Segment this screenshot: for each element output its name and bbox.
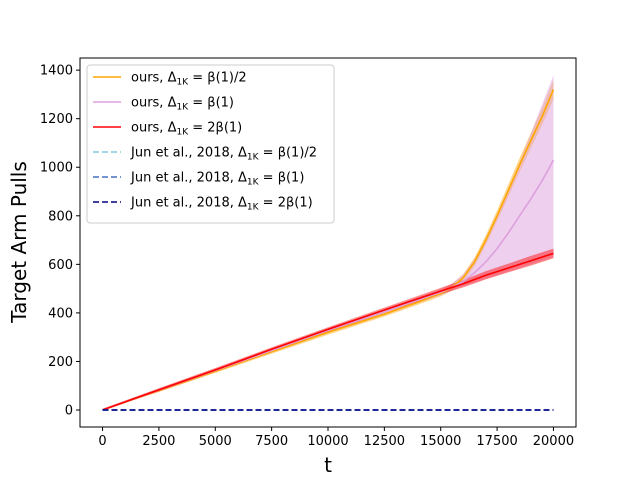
x-tick-label: 0 xyxy=(98,434,106,449)
y-tick-label: 400 xyxy=(48,306,73,321)
y-tick-label: 800 xyxy=(48,209,73,224)
series-lines xyxy=(102,89,555,411)
series-2-line xyxy=(102,252,554,411)
x-tick-label: 7500 xyxy=(255,434,288,449)
legend-label-0: ours, Δ1K = β(1)/2 xyxy=(131,71,247,88)
y-tick-label: 1400 xyxy=(40,64,73,79)
series-0-line xyxy=(102,89,555,411)
x-axis-label: t xyxy=(324,453,332,477)
y-tick-label: 1200 xyxy=(40,112,73,127)
y-tick-label: 0 xyxy=(65,404,73,419)
x-tick-label: 15000 xyxy=(420,434,461,449)
legend: ours, Δ1K = β(1)/2 ours, Δ1K = β(1) ours, … xyxy=(86,64,335,224)
y-axis-label: Target Arm Pulls xyxy=(7,161,31,324)
y-tick-label: 200 xyxy=(48,355,73,370)
y-tick-label: 600 xyxy=(48,258,73,273)
x-tick-label: 12500 xyxy=(364,434,405,449)
x-tick-label: 2500 xyxy=(142,434,175,449)
x-tick-label: 5000 xyxy=(199,434,232,449)
legend-label-2: ours, Δ1K = 2β(1) xyxy=(131,121,242,138)
y-axis-ticks: 0 200 400 600 800 1000 1200 1400 xyxy=(40,64,80,419)
x-tick-label: 20000 xyxy=(533,434,574,449)
legend-label-1: ours, Δ1K = β(1) xyxy=(131,96,234,113)
legend-label-3: Jun et al., 2018, Δ1K = β(1)/2 xyxy=(130,146,317,163)
x-tick-label: 17500 xyxy=(476,434,517,449)
series-1-line xyxy=(102,159,555,411)
x-axis-ticks: 0 2500 5000 7500 10000 12500 15000 17500 20000 xyxy=(98,427,574,449)
y-tick-label: 1000 xyxy=(40,161,73,176)
legend-box xyxy=(86,64,335,224)
legend-label-4: Jun et al., 2018, Δ1K = β(1) xyxy=(130,171,304,188)
legend-label-5: Jun et al., 2018, Δ1K = 2β(1) xyxy=(130,196,313,213)
x-tick-label: 10000 xyxy=(307,434,348,449)
